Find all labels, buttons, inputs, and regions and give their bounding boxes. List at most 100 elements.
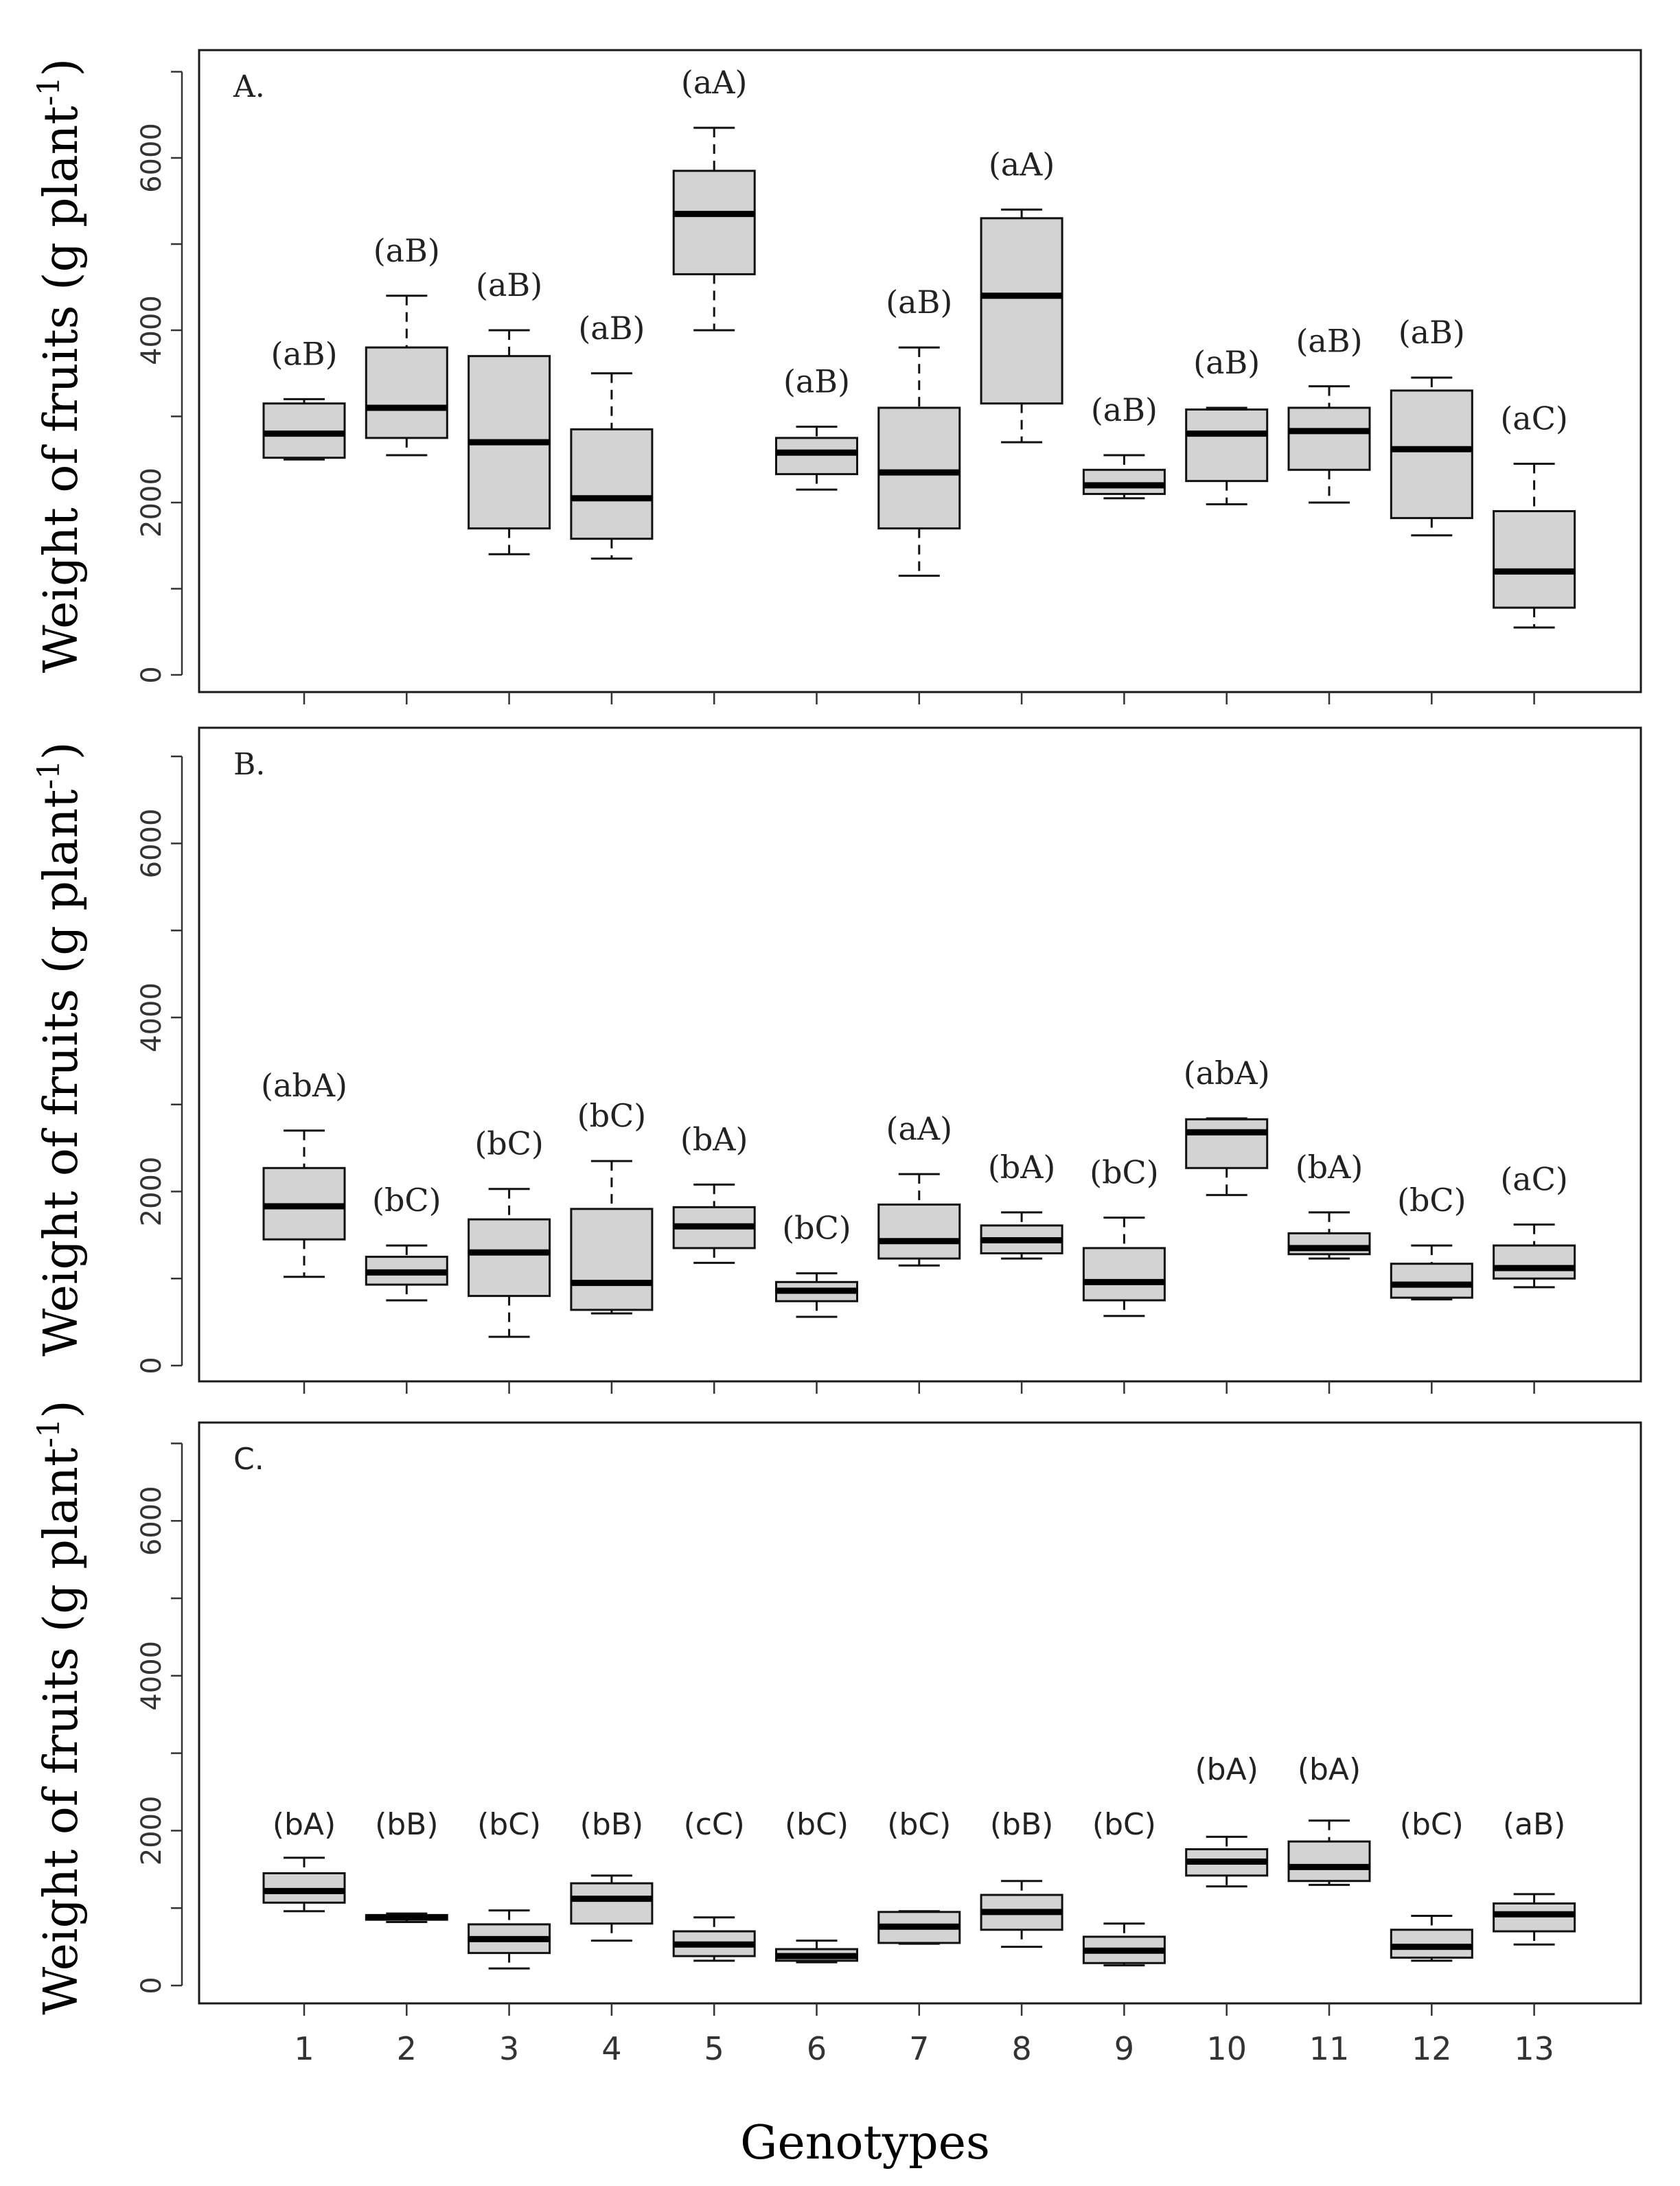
significance-label: (aB) <box>1296 323 1362 360</box>
box-genotype-6: (aB) <box>775 363 858 491</box>
iqr-box <box>877 406 961 530</box>
significance-label: (aB) <box>476 266 542 303</box>
iqr-box <box>570 428 654 540</box>
x-tick-label: 3 <box>499 2030 519 2067</box>
box-genotype-8: (aA) <box>980 146 1063 444</box>
x-tick-label: 6 <box>807 2030 827 2067</box>
significance-label: (aC) <box>1500 1161 1568 1198</box>
iqr-box <box>980 217 1063 405</box>
chart-panels: 0 2000 4000 6000 Weight of fruits (g plant-1… <box>32 49 1642 2016</box>
significance-label: (bC) <box>577 1097 647 1134</box>
iqr-box <box>262 1872 346 1904</box>
box-genotype-9: (aB) <box>1082 391 1166 500</box>
box-genotype-13: (aC) <box>1493 1161 1576 1289</box>
y-tick-label: 0 <box>136 1977 168 1994</box>
x-tick-label: 12 <box>1412 2030 1452 2067</box>
significance-label: (aB) <box>1193 344 1260 381</box>
significance-label: (bB) <box>990 1807 1053 1842</box>
significance-label: (bC) <box>887 1807 951 1842</box>
x-tick-label: 5 <box>704 2030 724 2067</box>
box-genotype-9: (bC) <box>1082 1807 1166 1967</box>
x-tick-label: 9 <box>1114 2030 1134 2067</box>
y-axis-label: Weight of fruits (g plant-1) <box>32 741 89 1356</box>
box-genotype-4: (aB) <box>570 310 654 560</box>
iqr-box <box>1390 389 1473 520</box>
x-tick-label: 4 <box>601 2030 621 2067</box>
box-genotype-11: (bA) <box>1287 1752 1371 1886</box>
iqr-box <box>1287 1840 1371 1883</box>
box-genotype-2: (bC) <box>365 1182 448 1302</box>
iqr-box <box>1185 1118 1269 1169</box>
iqr-box <box>1082 1247 1166 1302</box>
significance-label: (bC) <box>1092 1807 1156 1842</box>
significance-label: (bC) <box>372 1182 441 1219</box>
panel-label: A. <box>233 69 265 104</box>
y-tick-label: 0 <box>136 1357 168 1374</box>
significance-label: (bA) <box>1195 1752 1258 1787</box>
significance-label: (aB) <box>578 310 645 347</box>
panel-label: C. <box>233 1442 264 1477</box>
iqr-box <box>365 346 448 439</box>
significance-label: (aB) <box>271 335 337 372</box>
y-tick-label: 4000 <box>136 295 168 365</box>
iqr-box <box>1493 1244 1576 1280</box>
box-genotype-5: (cC) <box>672 1807 756 1962</box>
y-tick-label: 6000 <box>136 809 168 879</box>
significance-label: (bA) <box>988 1149 1056 1186</box>
x-axis-label: Genotypes <box>740 2116 990 2170</box>
box-genotype-10: (bA) <box>1185 1752 1269 1888</box>
box-genotype-5: (aA) <box>672 64 756 332</box>
iqr-box <box>1082 468 1166 495</box>
significance-label: (bA) <box>273 1807 336 1842</box>
box-genotype-8: (bA) <box>980 1149 1063 1260</box>
significance-label: (bC) <box>1090 1154 1159 1191</box>
significance-label: (aA) <box>989 146 1055 183</box>
box-genotype-8: (bB) <box>980 1807 1063 1948</box>
box-genotype-7: (bC) <box>877 1807 961 1945</box>
panel-label: B. <box>233 747 265 782</box>
significance-label: (bC) <box>782 1210 851 1247</box>
box-genotype-11: (aB) <box>1287 323 1371 504</box>
box-genotype-13: (aB) <box>1493 1807 1576 1946</box>
significance-label: (aB) <box>1503 1807 1565 1842</box>
significance-label: (bB) <box>580 1807 643 1842</box>
significance-label: (aC) <box>1500 400 1568 437</box>
x-tick-label: 11 <box>1309 2030 1350 2067</box>
iqr-box <box>1493 1902 1576 1933</box>
box-genotype-13: (aC) <box>1493 400 1576 629</box>
significance-label: (aA) <box>886 1110 953 1147</box>
x-tick-label: 7 <box>909 2030 929 2067</box>
x-tick-label: 13 <box>1514 2030 1554 2067</box>
significance-label: (bA) <box>680 1120 748 1158</box>
iqr-box <box>468 1218 551 1298</box>
box-genotype-1: (bA) <box>262 1807 346 1913</box>
box-genotype-3: (bC) <box>468 1807 551 1970</box>
y-axis-label: Weight of fruits (g plant-1) <box>32 1400 89 2014</box>
significance-label: (aB) <box>373 232 440 269</box>
panel-a: 0 2000 4000 6000 Weight of fruits (g plant-1… <box>32 49 1642 704</box>
box-genotype-12: (bC) <box>1390 1807 1473 1962</box>
significance-label: (bC) <box>1400 1807 1464 1842</box>
iqr-box <box>672 170 756 275</box>
significance-label: (aA) <box>681 64 748 101</box>
y-axis-label: Weight of fruits (g plant-1) <box>32 58 89 673</box>
significance-label: (aB) <box>1399 314 1465 351</box>
x-tick-label: 8 <box>1011 2030 1031 2067</box>
box-genotype-3: (aB) <box>468 266 551 555</box>
significance-label: (aB) <box>783 363 850 400</box>
box-genotype-6: (bC) <box>775 1807 858 1964</box>
significance-label: (bC) <box>785 1807 849 1842</box>
box-genotype-3: (bC) <box>468 1125 551 1338</box>
panel-b: 0 2000 4000 6000 Weight of fruits (g plant-1… <box>32 726 1642 1394</box>
box-genotype-4: (bC) <box>570 1097 654 1315</box>
iqr-box <box>775 437 858 476</box>
iqr-box <box>1390 1263 1473 1299</box>
y-tick-label: 2000 <box>136 1796 168 1866</box>
panel-c: 0 2000 4000 6000 Weight of fruits (g plant-1… <box>32 1400 1642 2016</box>
box-genotype-10: (abA) <box>1184 1055 1270 1197</box>
box-genotype-5: (bA) <box>672 1120 756 1264</box>
significance-label: (abA) <box>261 1067 347 1104</box>
y-tick-label: 4000 <box>136 1641 168 1711</box>
significance-label: (cC) <box>684 1807 745 1842</box>
box-genotype-10: (aB) <box>1185 344 1269 506</box>
